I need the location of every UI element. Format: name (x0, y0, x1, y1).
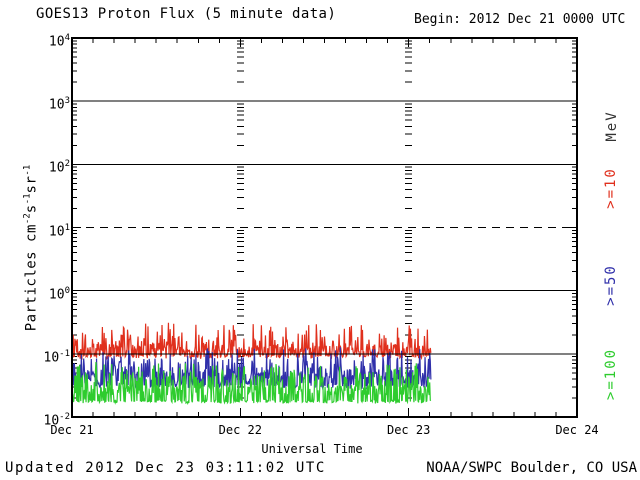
y-tick-label: 102 (48, 159, 70, 176)
begin-time-label: Begin: 2012 Dec 21 0000 UTC (414, 12, 626, 27)
y-axis-title: Particles cm-2s-1sr-1 (22, 164, 40, 332)
mev-unit-label: MeV (604, 110, 620, 142)
updated-timestamp-label: Updated 2012 Dec 23 03:11:02 UTC (5, 460, 326, 476)
series-ge50 (71, 347, 432, 391)
y-tick-label: 10-2 (43, 412, 71, 429)
credit-label: NOAA/SWPC Boulder, CO USA (426, 460, 637, 476)
y-tick-label: 104 (48, 33, 70, 50)
series-ge10 (71, 322, 432, 361)
chart-title: GOES13 Proton Flux (5 minute data) (36, 6, 337, 22)
y-tick-label: 103 (48, 96, 70, 113)
series-ge100 (71, 361, 432, 406)
x-tick-label: Dec 24 (555, 423, 599, 437)
y-tick-label: 101 (48, 222, 70, 239)
x-tick-label: Dec 23 (386, 423, 431, 437)
legend-ge100-label: >=100 (603, 347, 619, 401)
plot-frame (71, 37, 578, 418)
y-tick-label: 100 (48, 285, 70, 302)
x-axis-title: Universal Time (261, 442, 363, 456)
y-tick-label: 10-1 (43, 348, 71, 366)
x-tick-label: Dec 22 (218, 423, 262, 437)
legend-ge10-label: >=10 (603, 167, 619, 209)
legend-ge50-label: >=50 (603, 264, 619, 306)
x-tick-label: Dec 21 (50, 423, 94, 437)
